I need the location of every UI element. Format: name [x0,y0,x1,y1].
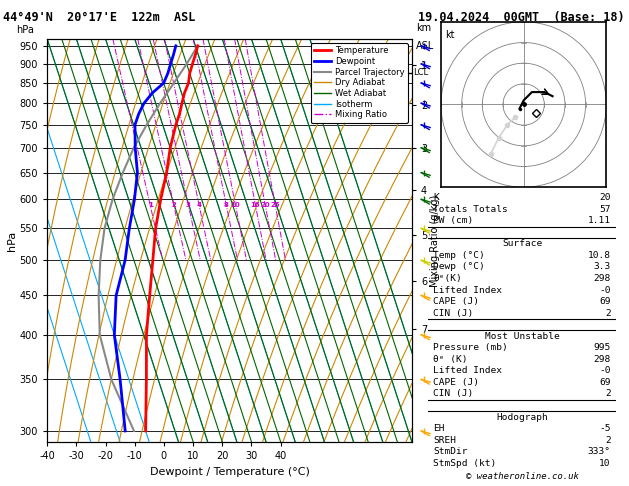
Text: CIN (J): CIN (J) [433,309,474,318]
Text: 10: 10 [231,202,240,208]
Text: 2: 2 [605,389,611,399]
Text: 2: 2 [605,309,611,318]
Text: Lifted Index: Lifted Index [433,366,503,375]
Text: 1: 1 [148,202,153,208]
Text: 1.11: 1.11 [587,216,611,226]
Text: CIN (J): CIN (J) [433,389,474,399]
Text: Pressure (mb): Pressure (mb) [433,343,508,352]
Legend: Temperature, Dewpoint, Parcel Trajectory, Dry Adiabat, Wet Adiabat, Isotherm, Mi: Temperature, Dewpoint, Parcel Trajectory… [311,43,408,122]
Text: 16: 16 [250,202,260,208]
Text: 333°: 333° [587,447,611,456]
Text: 2: 2 [605,435,611,445]
Text: Totals Totals: Totals Totals [433,205,508,214]
Text: Surface: Surface [502,240,542,248]
Text: hPa: hPa [16,25,34,35]
Text: Temp (°C): Temp (°C) [433,251,485,260]
Text: CAPE (J): CAPE (J) [433,378,479,387]
Text: EH: EH [433,424,445,433]
Text: 44°49'N  20°17'E  122m  ASL: 44°49'N 20°17'E 122m ASL [3,11,196,23]
Text: StmSpd (kt): StmSpd (kt) [433,459,497,468]
Text: θᵉ(K): θᵉ(K) [433,274,462,283]
Text: © weatheronline.co.uk: © weatheronline.co.uk [465,472,579,481]
X-axis label: Dewpoint / Temperature (°C): Dewpoint / Temperature (°C) [150,467,309,477]
Text: 3.3: 3.3 [594,262,611,272]
Text: 10: 10 [599,459,611,468]
Text: 20: 20 [599,193,611,202]
Text: Dewp (°C): Dewp (°C) [433,262,485,272]
Text: -0: -0 [599,366,611,375]
Text: 57: 57 [599,205,611,214]
Text: kt: kt [445,30,455,40]
Text: 20: 20 [260,202,270,208]
Text: 25: 25 [270,202,280,208]
Text: θᵉ (K): θᵉ (K) [433,355,468,364]
Text: 298: 298 [594,274,611,283]
Text: ASL: ASL [416,41,434,51]
Text: 8: 8 [224,202,229,208]
Text: K: K [433,193,439,202]
Text: 995: 995 [594,343,611,352]
Text: Most Unstable: Most Unstable [485,332,559,341]
Text: 69: 69 [599,378,611,387]
Text: PW (cm): PW (cm) [433,216,474,226]
Text: SREH: SREH [433,435,457,445]
Text: -5: -5 [599,424,611,433]
Text: 3: 3 [186,202,191,208]
Text: km: km [416,23,431,33]
Text: 10.8: 10.8 [587,251,611,260]
Text: 4: 4 [197,202,201,208]
Text: 298: 298 [594,355,611,364]
Text: Lifted Index: Lifted Index [433,286,503,295]
Text: 2: 2 [171,202,176,208]
Text: Hodograph: Hodograph [496,413,548,421]
Text: CAPE (J): CAPE (J) [433,297,479,306]
Text: StmDir: StmDir [433,447,468,456]
Y-axis label: Mixing Ratio (g/kg): Mixing Ratio (g/kg) [430,194,440,287]
Text: LCL: LCL [413,69,428,77]
Text: 69: 69 [599,297,611,306]
Text: 19.04.2024  00GMT  (Base: 18): 19.04.2024 00GMT (Base: 18) [418,11,625,23]
Text: -0: -0 [599,286,611,295]
Y-axis label: hPa: hPa [7,230,17,251]
